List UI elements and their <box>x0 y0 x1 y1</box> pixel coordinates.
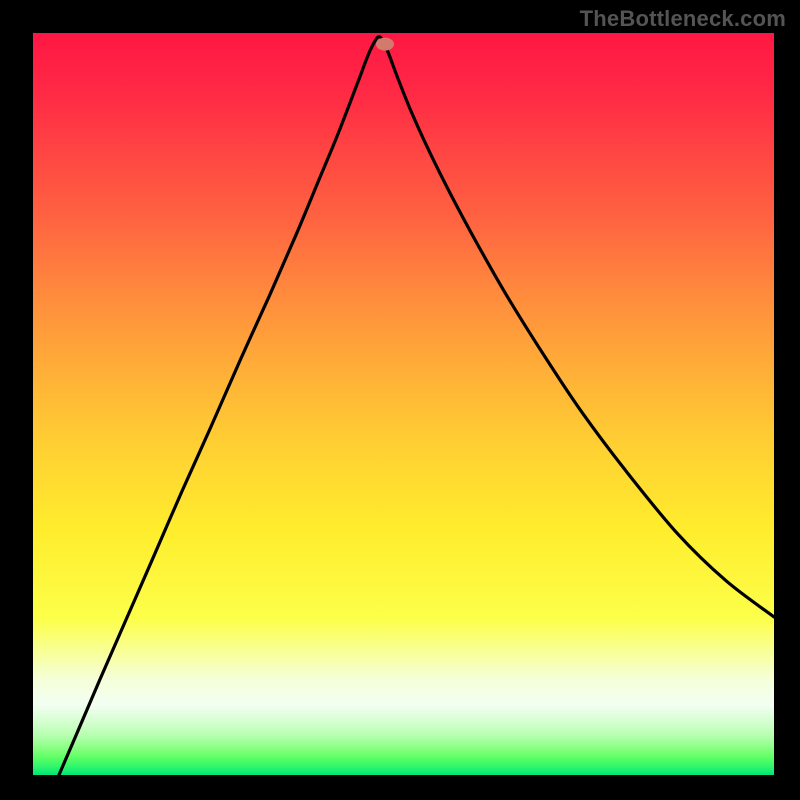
optimum-marker <box>376 38 394 51</box>
watermark-text: TheBottleneck.com <box>580 6 786 32</box>
plot-background <box>33 33 774 775</box>
bottleneck-chart-svg <box>0 0 800 800</box>
chart-container: TheBottleneck.com <box>0 0 800 800</box>
